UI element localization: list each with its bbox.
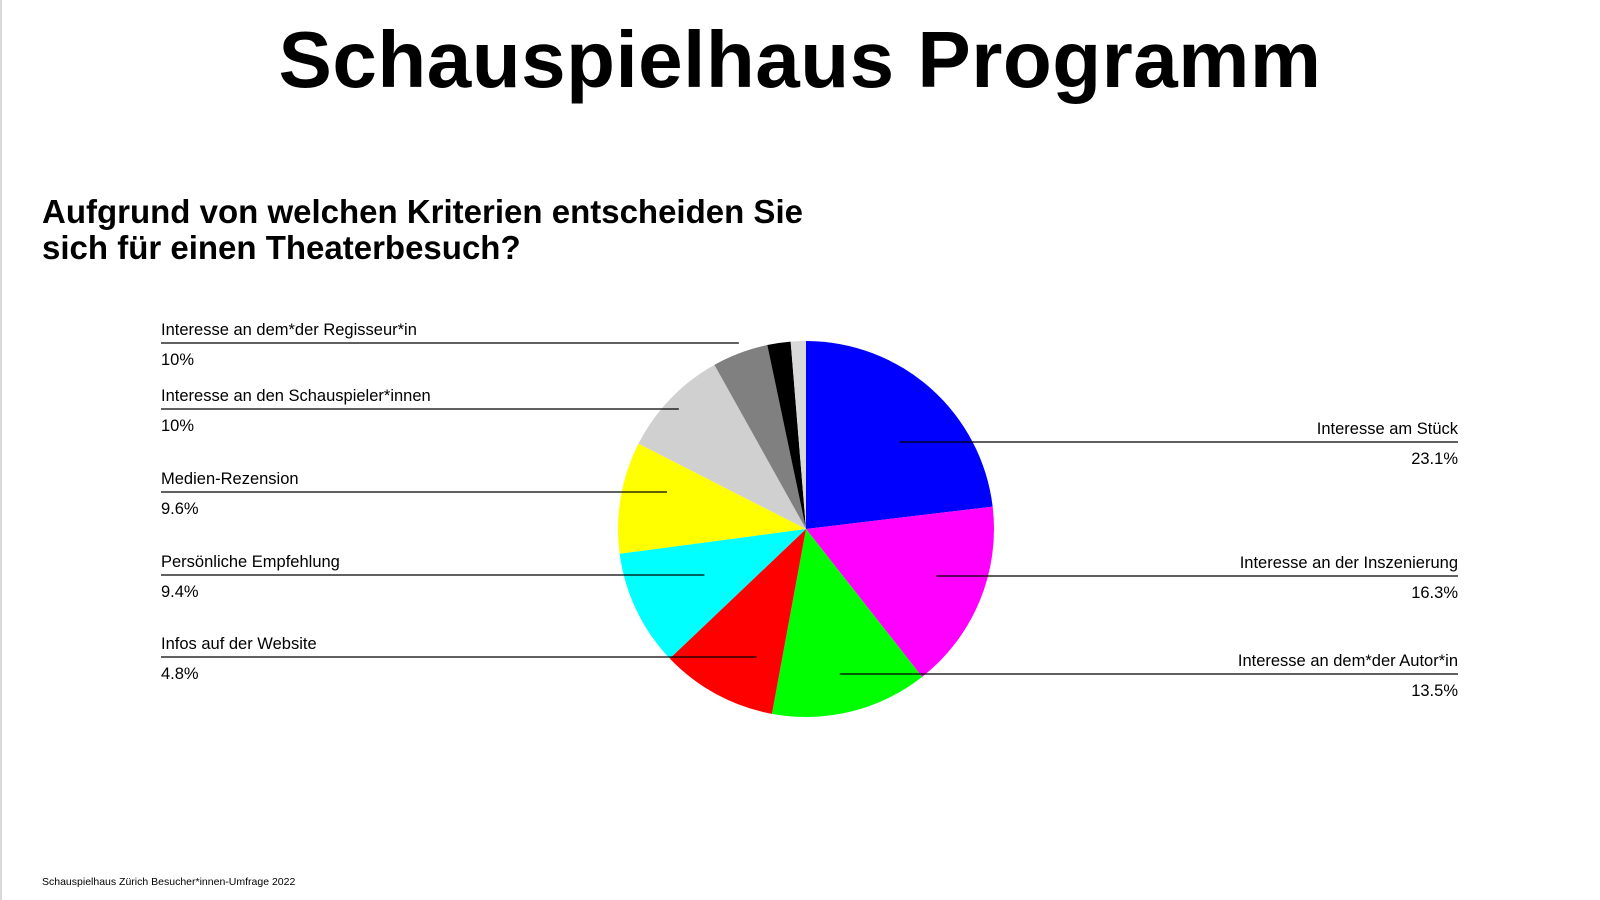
slice-label-5: Medien-Rezension — [161, 470, 299, 488]
survey-question: Aufgrund von welchen Kriterien entscheid… — [42, 194, 842, 266]
slice-label-6: Persönliche Empfehlung — [161, 553, 340, 571]
pie-slice-4 — [619, 529, 806, 659]
slice-label-7: Infos auf der Website — [161, 635, 317, 653]
pie-slice-8 — [767, 341, 806, 529]
slice-label-2: Interesse an dem*der Autor*in — [1238, 652, 1458, 670]
slice-value-4: 10% — [161, 417, 194, 435]
pie-slice-6 — [638, 364, 806, 529]
slide-left-border — [0, 0, 2, 900]
slice-value-0: 23.1% — [1411, 450, 1458, 468]
pie-slice-1 — [806, 506, 994, 677]
survey-question-line-1: Aufgrund von welchen Kriterien entscheid… — [42, 193, 803, 230]
slice-value-2: 13.5% — [1411, 682, 1458, 700]
slice-value-1: 16.3% — [1411, 584, 1458, 602]
page-title: Schauspielhaus Programm — [278, 15, 1322, 104]
pie-slice-3 — [669, 529, 806, 714]
pie-slice-7 — [714, 345, 806, 529]
slice-value-6: 9.4% — [161, 583, 199, 601]
source-footnote: Schauspielhaus Zürich Besucher*innen-Umf… — [42, 876, 296, 888]
pie-slice-9 — [790, 341, 806, 529]
slice-value-3: 10% — [161, 351, 194, 369]
slice-label-0: Interesse am Stück — [1317, 420, 1459, 438]
pie-slice-5 — [617, 443, 806, 554]
pie-slice-2 — [771, 529, 923, 718]
slice-label-3: Interesse an dem*der Regisseur*in — [161, 321, 417, 339]
slice-value-5: 9.6% — [161, 500, 199, 518]
slice-label-1: Interesse an der Inszenierung — [1240, 554, 1458, 572]
slice-label-4: Interesse an den Schauspieler*innen — [161, 387, 431, 405]
survey-question-line-2: sich für einen Theaterbesuch? — [42, 229, 521, 266]
slice-value-7: 4.8% — [161, 665, 199, 683]
pie-slice-0 — [806, 341, 993, 529]
